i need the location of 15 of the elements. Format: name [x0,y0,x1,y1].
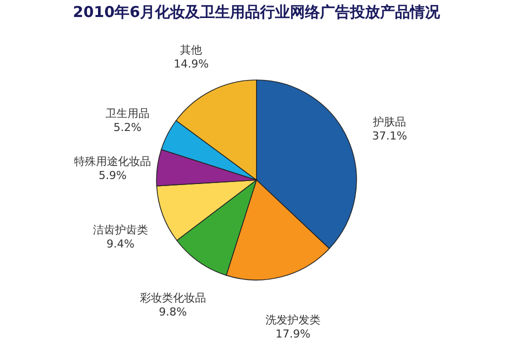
slice-label: 洗发护发类 [265,313,320,326]
data-label: 17.9% [275,327,310,340]
data-label: 9.8% [158,305,187,318]
data-label: 37.1% [372,130,408,143]
slice-label: 特殊用途化妆品 [74,154,152,168]
slice-label: 洁齿护齿类 [93,223,148,236]
slice-label: 卫生用品 [105,106,150,120]
data-label: 9.4% [106,237,134,250]
slice-label: 其他 [180,44,202,57]
data-label: 5.9% [98,168,127,182]
data-label: 14.9% [174,58,209,71]
chart-title: 2010年6月化妆及卫生用品行业网络广告投放产品情况 [72,3,442,21]
slice-label: 护肤品 [372,116,406,129]
data-label: 5.2% [113,120,142,134]
slice-label: 彩妆类化妆品 [140,291,206,304]
